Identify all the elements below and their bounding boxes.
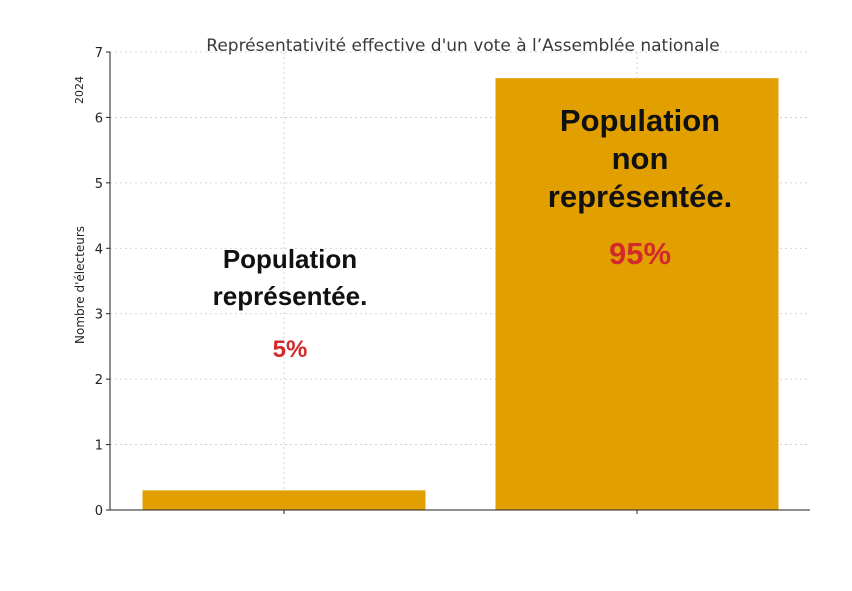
y-tick-label: 7 <box>95 46 103 61</box>
year-label: 2024 <box>73 76 86 104</box>
annotation-label: non <box>612 141 669 176</box>
y-tick-label: 0 <box>95 504 103 519</box>
y-tick-label: 5 <box>95 177 103 192</box>
y-tick-label: 4 <box>95 242 103 257</box>
annotation-label: représentée. <box>548 179 732 214</box>
annotation-label: représentée. <box>213 281 368 311</box>
axes: 0 1 2 3 4 5 6 7 <box>95 46 810 519</box>
annotation-percent: 95% <box>609 236 671 271</box>
annotations: Populationreprésentée.5%Populationnonrep… <box>213 103 733 363</box>
bars <box>142 78 779 511</box>
bar <box>142 490 426 510</box>
y-axis-label: Nombre d'électeurs <box>73 226 87 344</box>
y-tick-label: 2 <box>95 373 103 388</box>
y-tick-label: 6 <box>95 111 103 126</box>
annotation-label: Population <box>223 244 357 274</box>
y-tick-label: 3 <box>95 308 103 323</box>
annotation-label: Population <box>560 103 720 138</box>
chart-title: Représentativité effective d'un vote à l… <box>206 36 719 56</box>
y-tick-label: 1 <box>95 439 103 454</box>
bar <box>495 78 779 511</box>
annotation-percent: 5% <box>273 336 308 363</box>
